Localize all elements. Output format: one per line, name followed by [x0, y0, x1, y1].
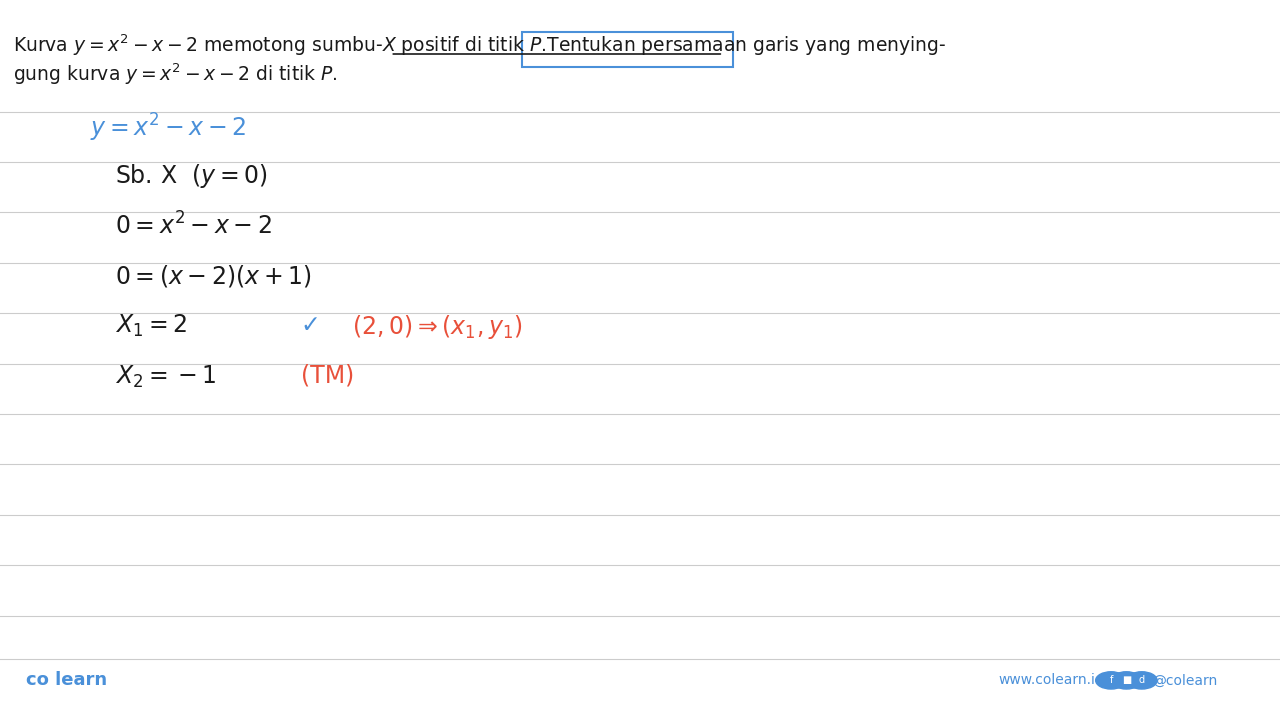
Text: (TM): (TM): [301, 364, 355, 387]
Text: d: d: [1139, 675, 1144, 685]
Text: f: f: [1110, 675, 1112, 685]
Text: @colearn: @colearn: [1152, 673, 1217, 688]
Circle shape: [1096, 672, 1126, 689]
Text: co learn: co learn: [26, 671, 106, 690]
Text: $X_1 = 2$: $X_1 = 2$: [115, 313, 187, 339]
Text: www.colearn.id: www.colearn.id: [998, 673, 1105, 688]
Text: Sb. X  $(y = 0)$: Sb. X $(y = 0)$: [115, 162, 268, 190]
Text: Kurva $y = x^2 - x - 2$ memotong sumbu-$X$ positif di titik $P$.Tentukan persama: Kurva $y = x^2 - x - 2$ memotong sumbu-$…: [13, 32, 946, 58]
Text: $0 = (x - 2)(x + 1)$: $0 = (x - 2)(x + 1)$: [115, 263, 312, 289]
Text: ✓: ✓: [301, 313, 320, 337]
Circle shape: [1111, 672, 1142, 689]
Text: $0 = x^2 - x - 2$: $0 = x^2 - x - 2$: [115, 212, 273, 240]
Circle shape: [1126, 672, 1157, 689]
Text: gung kurva $y = x^2 - x - 2$ di titik $P$.: gung kurva $y = x^2 - x - 2$ di titik $P…: [13, 61, 338, 86]
Text: $y = x^2 - x - 2$: $y = x^2 - x - 2$: [90, 112, 246, 144]
Text: ■: ■: [1121, 675, 1132, 685]
Text: $X_2 = -1$: $X_2 = -1$: [115, 364, 216, 390]
Text: $(2, 0) \Rightarrow (x_1, y_1)$: $(2, 0) \Rightarrow (x_1, y_1)$: [352, 313, 522, 341]
